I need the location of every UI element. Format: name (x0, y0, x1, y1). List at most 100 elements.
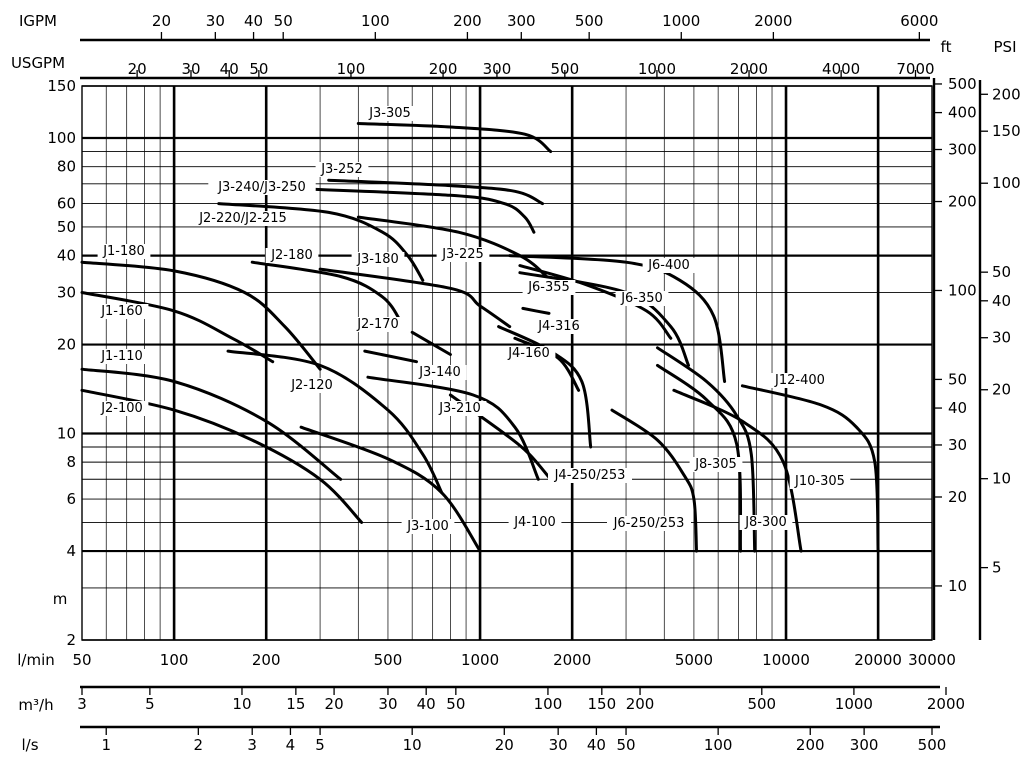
curve-j3-225 (356, 215, 549, 278)
curve-j3-210 (366, 375, 540, 481)
label-bg-4 (436, 247, 490, 262)
curve-label-27: J12-400 (774, 373, 825, 388)
psi-tick-label: 150 (992, 122, 1021, 140)
igpm-label: IGPM (19, 12, 57, 30)
y-tick-label: 20 (57, 336, 76, 354)
plot-frame (81, 85, 933, 641)
curve-label-16: J4-100 (513, 515, 556, 530)
ls-tick-label: 30 (549, 736, 568, 754)
curve-label-26: J10-305 (794, 474, 845, 489)
curve-label-5: J1-180 (102, 244, 145, 259)
usgpm-label: USGPM (11, 54, 65, 72)
ls-tick-label: 500 (918, 736, 947, 754)
usgpm-tick-label: 40 (220, 60, 239, 78)
y-tick-label: 100 (47, 129, 76, 147)
ls-tick-label: 300 (850, 736, 879, 754)
ls-tick-label: 3 (247, 736, 257, 754)
label-bg-2 (208, 180, 316, 195)
label-bg-22 (615, 291, 669, 306)
x-tick-label: 50 (72, 651, 91, 669)
m3h-tick-label: 40 (417, 695, 436, 713)
curve-j8-305 (656, 346, 757, 553)
psi-tick-label: 10 (992, 470, 1011, 488)
ft-tick-label: 10 (948, 577, 967, 595)
y-axis-label: m (53, 590, 68, 608)
usgpm-tick-label: 2000 (730, 60, 768, 78)
curve-labels: J3-305 J3-252 J3-240/J3-250 J2-220/J2-215 J3… (95, 106, 851, 534)
curve-j6-400 (508, 254, 727, 383)
usgpm-tick-label: 200 (429, 60, 458, 78)
curve-label-11: J2-100 (100, 401, 143, 416)
m3h-tick-label: 5 (145, 695, 155, 713)
curve-label-7: J2-180 (270, 248, 313, 263)
label-bg-8 (351, 252, 405, 267)
curve-j3-252 (327, 178, 544, 206)
x-tick-label: 2000 (553, 651, 591, 669)
curve-label-24: J8-305 (694, 457, 737, 472)
x-tick-label: 5000 (675, 651, 713, 669)
igpm-tick-label: 50 (274, 12, 293, 30)
curve-label-19: J4-250/253 (554, 468, 626, 483)
curve-label-6: J1-160 (100, 304, 143, 319)
x-tick-label: 100 (160, 651, 189, 669)
m3h-tick-label: 200 (626, 695, 655, 713)
usgpm-tick-label: 1000 (638, 60, 676, 78)
label-bg-19 (548, 468, 632, 483)
usgpm-tick-label: 4000 (822, 60, 860, 78)
curve-j1-110 (80, 367, 343, 481)
curve-label-3: J2-220/J2-215 (198, 211, 287, 226)
curve-label-2: J3-240/J3-250 (217, 180, 306, 195)
y-tick-label: 6 (66, 490, 76, 508)
curve-j3-240-j3-250 (264, 186, 536, 234)
m3h-tick-label: 10 (232, 695, 251, 713)
label-bg-27 (769, 373, 831, 388)
psi-tick-label: 5 (992, 559, 1002, 577)
usgpm-tick-label: 20 (128, 60, 147, 78)
x-tick-label: 1000 (461, 651, 499, 669)
y-tick-label: 150 (47, 77, 76, 95)
label-bg-9 (351, 317, 405, 332)
label-bg-24 (689, 457, 743, 472)
curve-j12-400 (740, 384, 880, 553)
psi-tick-label: 20 (992, 381, 1011, 399)
m3h-tick-label: 500 (747, 695, 776, 713)
label-bg-7 (265, 248, 319, 263)
usgpm-tick-label: 300 (483, 60, 512, 78)
curve-j1-160 (80, 291, 275, 364)
m3h-tick-label: 3 (77, 695, 87, 713)
igpm-tick-label: 200 (453, 12, 482, 30)
igpm-tick-label: 500 (575, 12, 604, 30)
label-bg-17 (532, 319, 586, 334)
ft-tick-label: 500 (948, 75, 977, 93)
curve-label-17: J4-316 (537, 319, 580, 334)
curve-j3-305 (356, 122, 553, 153)
ls-tick-label: 100 (704, 736, 733, 754)
curve-label-12: J2-120 (290, 378, 333, 393)
psi-tick-label: 200 (992, 85, 1021, 103)
label-bg-25 (739, 515, 793, 530)
curve-j8-300 (656, 363, 743, 553)
label-bg-13 (413, 365, 467, 380)
curve-j4-160 (497, 325, 593, 449)
ls-tick-label: 2 (194, 736, 204, 754)
label-bg-21 (642, 258, 696, 273)
psi-tick-label: 30 (992, 329, 1011, 347)
curve-j6-250-253 (610, 408, 698, 553)
curve-label-15: J3-100 (406, 519, 449, 534)
psi-tick-label: 50 (992, 263, 1011, 281)
igpm-tick-label: 2000 (754, 12, 792, 30)
curve-label-8: J3-180 (356, 252, 399, 267)
curve-j3-100 (299, 425, 482, 553)
curve-label-23: J6-250/253 (613, 516, 685, 531)
y-tick-label: 4 (66, 542, 76, 560)
curve-j2-220-j2-215 (217, 202, 425, 282)
axes: 50 100 200 500 1000 2000 5000 10000 20000 30000 l/… (11, 12, 1021, 754)
curve-label-22: J6-350 (620, 291, 663, 306)
m3h-tick-label: 2000 (927, 695, 965, 713)
igpm-tick-label: 300 (507, 12, 536, 30)
curve-j2-180 (250, 260, 403, 323)
label-bg-0 (363, 106, 417, 121)
igpm-tick-label: 6000 (900, 12, 938, 30)
curve-label-21: J6-400 (647, 258, 690, 273)
m3h-tick-label: 15 (286, 695, 305, 713)
